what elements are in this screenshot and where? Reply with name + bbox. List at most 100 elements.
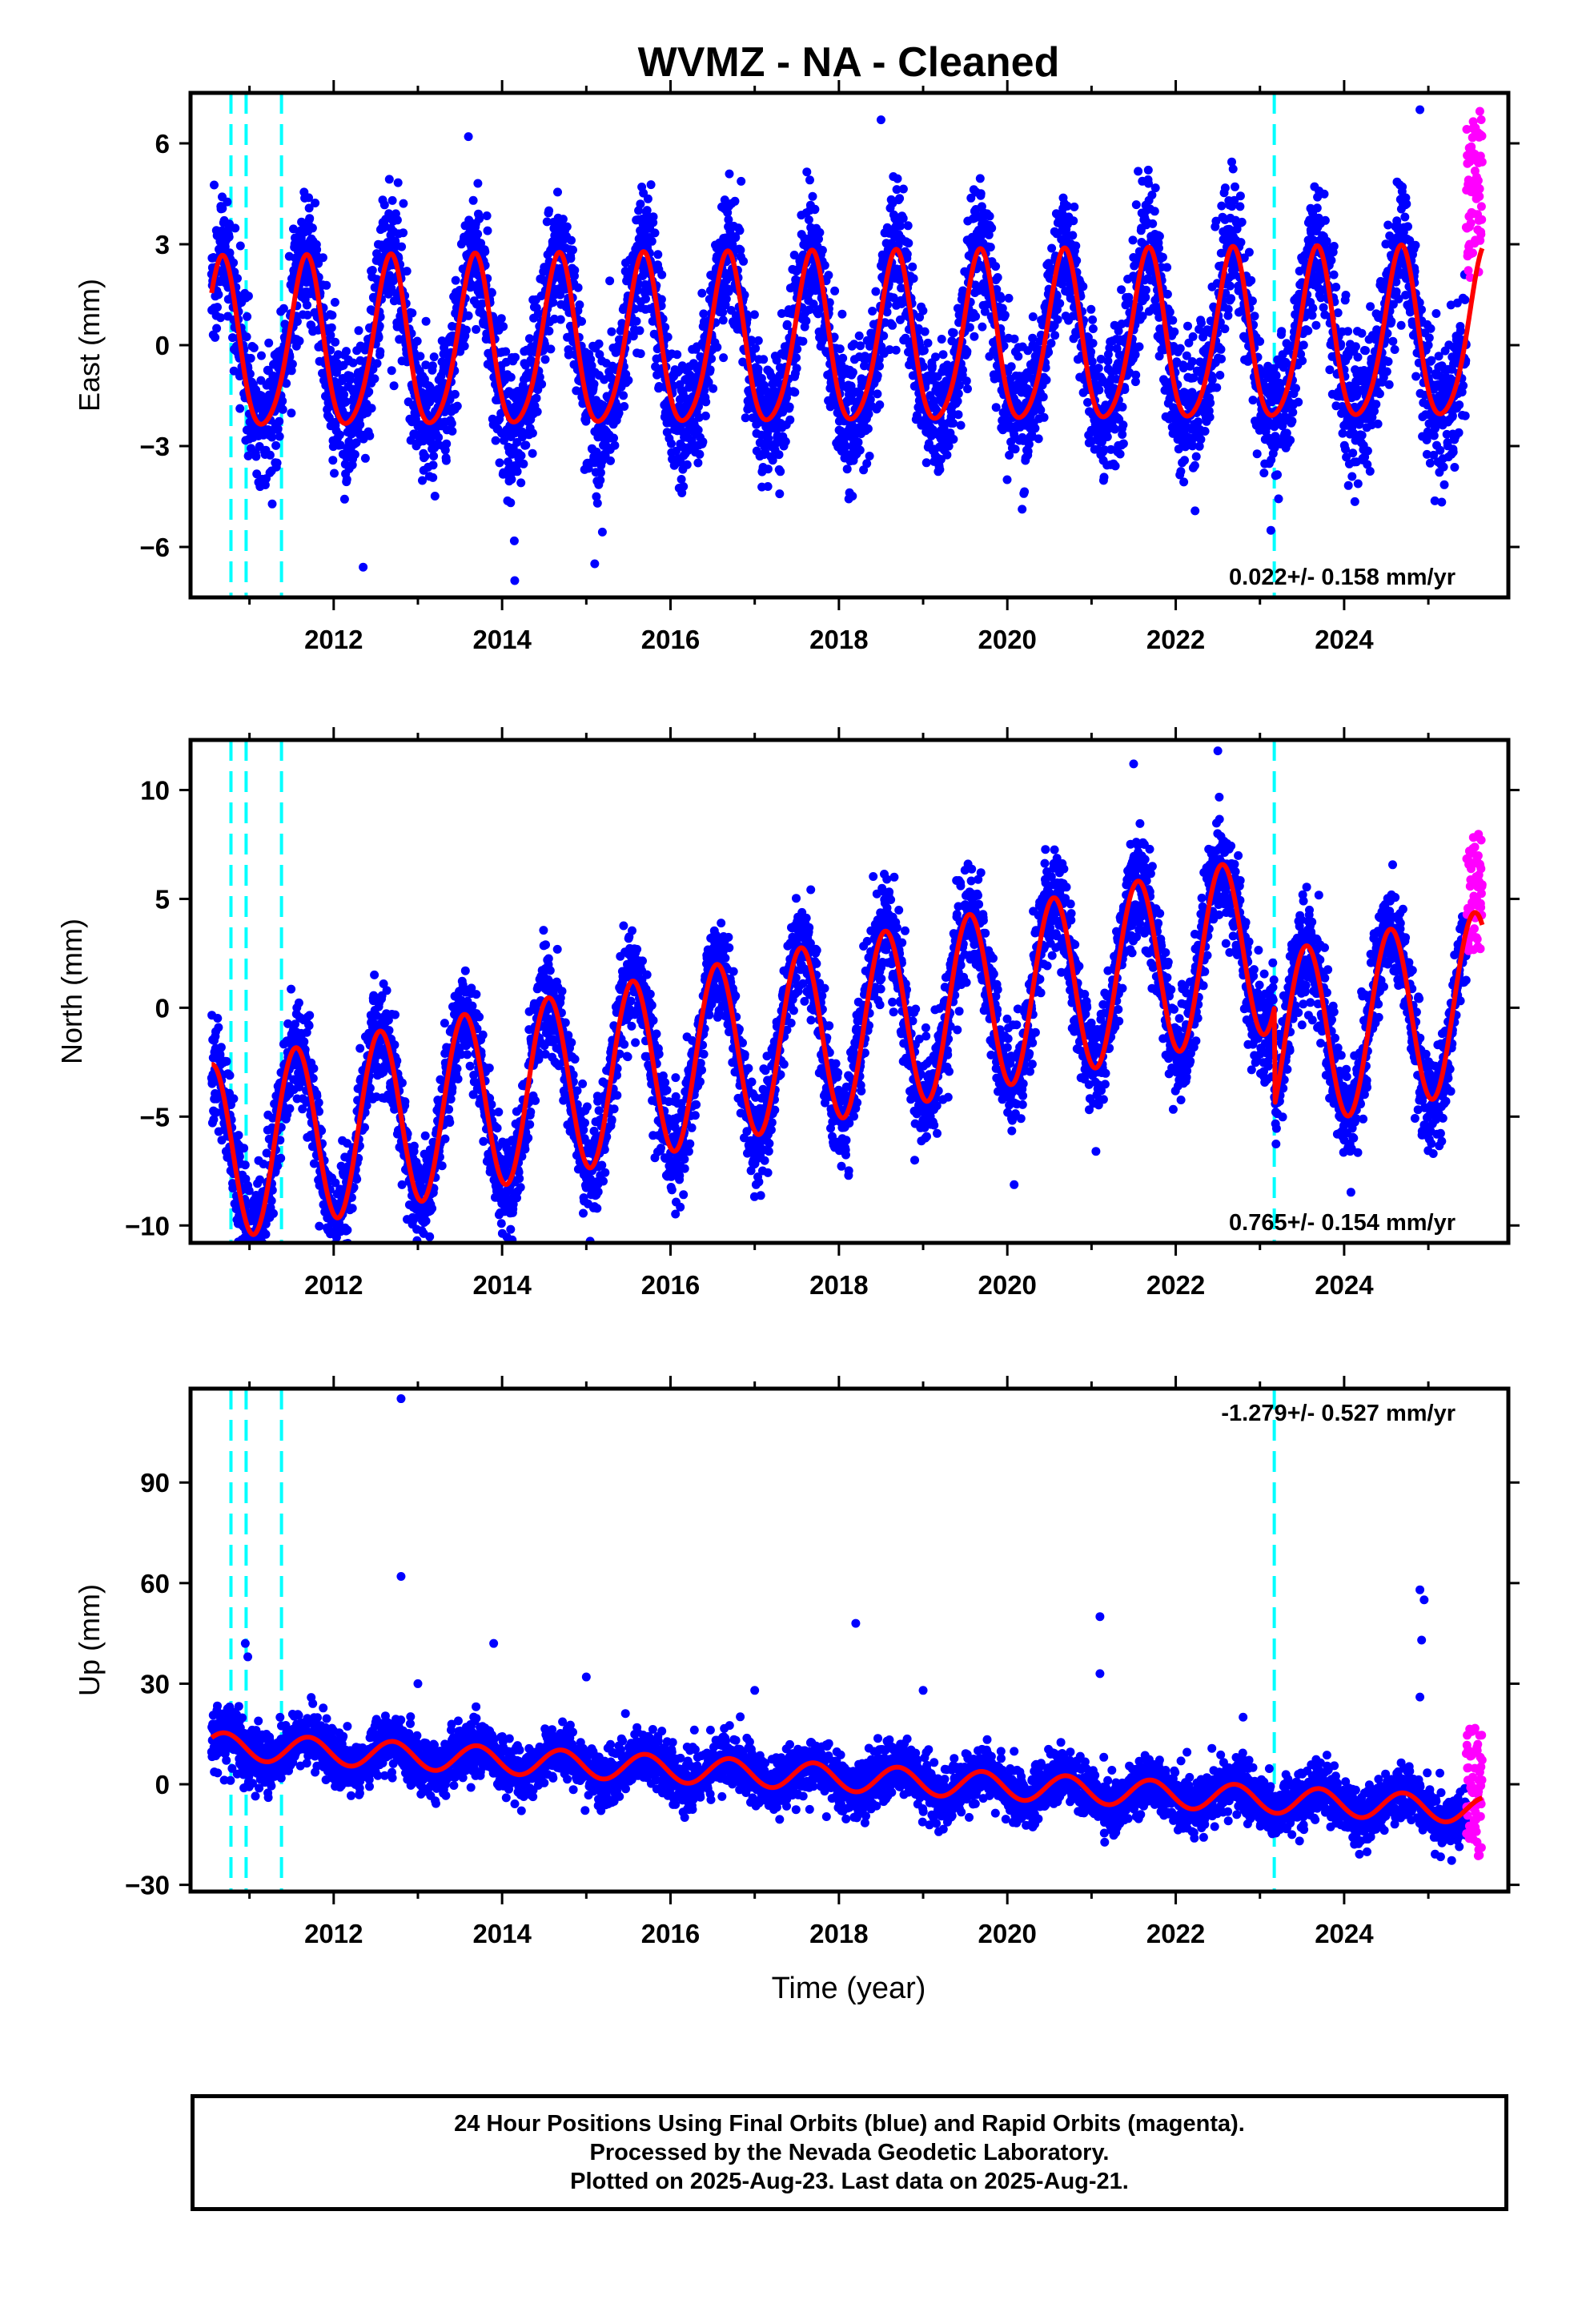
data-point [272,458,282,468]
data-point [1086,347,1096,356]
data-point [721,294,731,304]
data-point [763,464,773,474]
data-point [863,424,873,433]
data-point [1286,436,1295,445]
data-point [267,499,277,509]
plot-title: WVMZ - NA - Cleaned [638,39,1060,86]
data-point [342,347,351,356]
data-point [393,178,403,187]
data-point [575,300,584,310]
data-point [1010,334,1019,344]
data-point [246,353,255,363]
data-point [324,413,334,423]
data-point [781,436,790,446]
data-point [412,336,422,346]
data-point [1014,352,1023,361]
data-point [1216,344,1226,354]
data-point [953,396,962,406]
data-point [775,489,785,499]
data-point [1220,183,1230,193]
data-point [938,350,948,360]
data-point [848,368,857,377]
data-point [1188,332,1198,341]
data-point [628,332,638,341]
data-point [753,336,763,345]
data-point [430,492,440,501]
data-point [896,221,905,231]
data-point [448,426,457,436]
data-point [278,404,287,414]
data-point [1117,285,1126,295]
data-point [749,310,759,320]
data-point [1223,304,1233,314]
data-point [1215,371,1225,380]
data-point [1088,324,1098,333]
data-point [798,336,808,346]
data-point [499,322,508,332]
data-point [895,194,905,203]
data-point [1131,200,1141,210]
data-point [473,179,483,188]
data-point [1088,315,1098,324]
data-point [1274,494,1283,504]
data-point [1168,316,1178,325]
data-point [506,498,516,508]
data-point [753,364,763,374]
data-point [1086,304,1096,314]
data-point [1042,376,1051,384]
data-point [954,389,963,399]
data-point [949,419,958,428]
data-point [229,366,239,376]
data-point [292,317,302,326]
data-point [978,322,987,332]
data-point [751,344,761,353]
data-point [730,196,740,206]
data-point [342,475,351,485]
data-point [287,360,297,369]
data-point [278,396,287,406]
data-point [1227,294,1236,304]
data-point [1134,342,1144,352]
data-point [1158,252,1167,262]
data-point [548,298,558,308]
data-point [991,262,1001,271]
data-point [1118,420,1128,430]
data-point [993,273,1002,282]
data-point [1180,456,1189,465]
data-point [450,389,460,399]
data-point [1118,402,1127,412]
data-point [1247,296,1257,306]
data-point [820,260,829,270]
data-point [835,344,845,354]
data-point [307,223,317,233]
data-point [879,331,889,340]
data-point [830,286,840,296]
data-point [367,266,377,275]
data-point [295,336,304,346]
data-point [1250,312,1259,321]
data-point [782,320,792,329]
data-point [521,440,531,450]
data-point [516,478,526,488]
data-point [218,203,227,213]
data-point [908,262,917,271]
data-point [682,460,692,469]
data-point [1150,207,1159,216]
data-point [975,174,985,183]
data-point [817,246,827,255]
data-point [698,437,708,447]
data-point [1050,331,1060,340]
data-point [345,372,355,381]
data-point [985,211,994,221]
data-point [1341,291,1351,300]
data-point [695,449,705,459]
data-point [544,326,554,336]
data-point [902,249,912,259]
data-point [1259,468,1269,478]
data-point [252,469,262,479]
data-point [243,451,253,460]
data-point [566,254,576,263]
data-point [501,347,511,356]
data-point [421,360,431,370]
